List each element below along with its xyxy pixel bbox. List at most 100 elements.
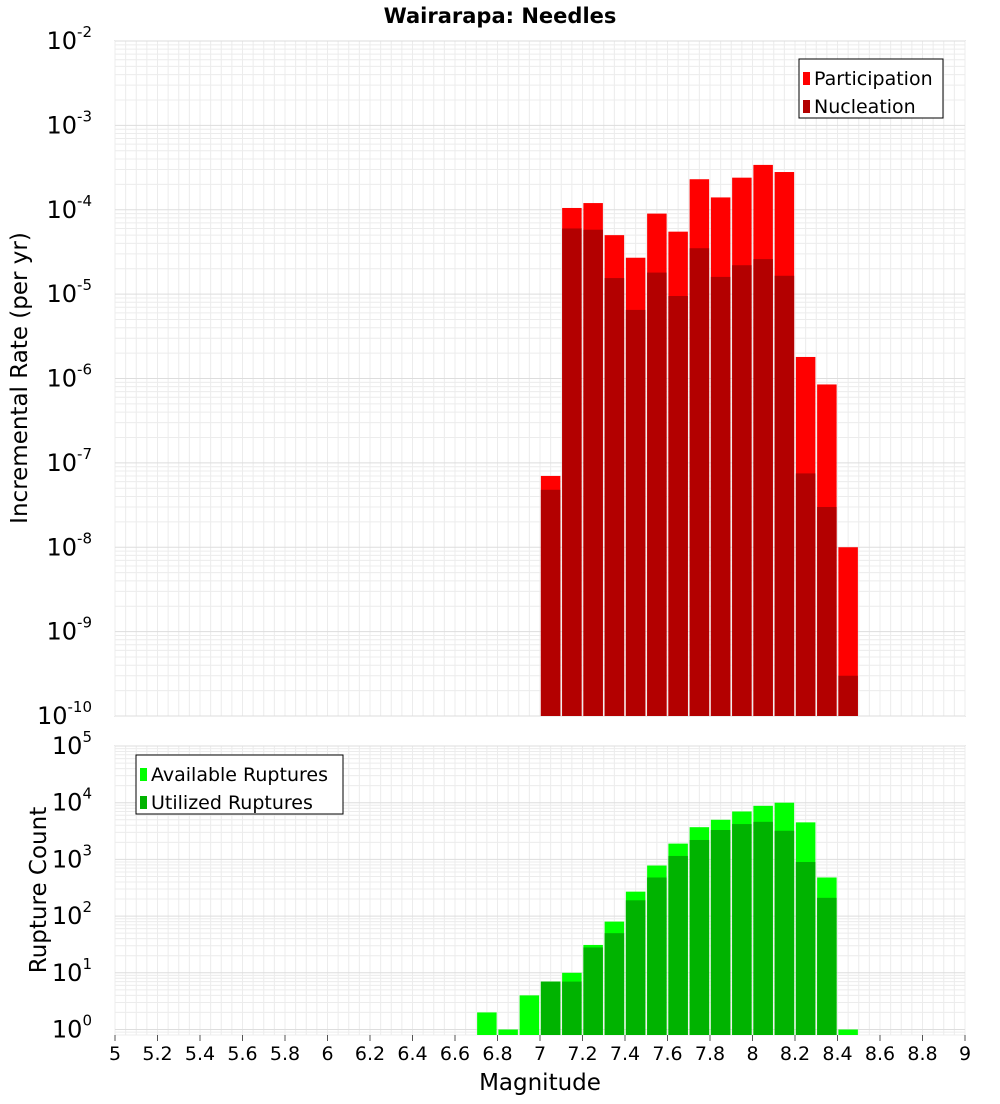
top-y-axis-label: Incremental Rate (per yr) (7, 232, 33, 524)
bottom-legend-box (135, 754, 344, 815)
legend-label: Available Ruptures (151, 764, 328, 786)
legend-swatch (140, 768, 147, 781)
tick-base: 10 (46, 111, 77, 139)
bar-nucleation (668, 296, 688, 716)
tick-base: 10 (52, 732, 83, 760)
x-tick-label: 7.6 (652, 1043, 682, 1065)
tick-exponent: -10 (68, 698, 93, 716)
bar-utilized-ruptures (540, 981, 561, 1035)
bar-utilized-ruptures (604, 933, 625, 1035)
bar-available-ruptures (519, 995, 540, 1035)
bar-nucleation (689, 248, 710, 717)
x-tick-label: 6.6 (440, 1043, 470, 1065)
bottom-y-tick-label: 102 (52, 898, 92, 930)
chart-title: Wairarapa: Needles (384, 4, 617, 28)
top-y-tick-label: 10-3 (46, 107, 92, 139)
tick-exponent: 4 (82, 785, 92, 803)
bottom-y-tick-label: 104 (52, 785, 92, 817)
tick-exponent: 1 (82, 955, 92, 973)
x-tick-label: 8.2 (780, 1043, 810, 1065)
tick-exponent: -6 (77, 361, 92, 379)
bar-utilized-ruptures (732, 824, 752, 1035)
top-y-tick-label: 10-6 (46, 361, 92, 393)
tick-base: 10 (46, 365, 77, 393)
bar-utilized-ruptures (668, 855, 688, 1035)
bar-nucleation (817, 506, 837, 716)
bar-nucleation (795, 473, 816, 716)
x-tick-label: 7.4 (610, 1043, 640, 1065)
legend-swatch (803, 72, 810, 85)
bar-utilized-ruptures (817, 897, 837, 1035)
tick-exponent: -5 (77, 276, 92, 294)
tick-exponent: -2 (77, 23, 92, 41)
legend-label: Utilized Ruptures (151, 792, 313, 814)
x-tick-label: 8 (746, 1043, 758, 1065)
top-y-tick-label: 10-8 (46, 529, 92, 561)
x-tick-label: 7.2 (567, 1043, 597, 1065)
bar-utilized-ruptures (625, 900, 646, 1035)
bottom-legend: Available Ruptures Utilized Ruptures (135, 754, 344, 815)
tick-base: 10 (46, 533, 77, 561)
bottom-y-axis-label: Rupture Count (26, 807, 52, 973)
tick-base: 10 (37, 702, 68, 730)
x-tick-label: 7 (534, 1043, 546, 1065)
x-tick-label: 6.2 (355, 1043, 385, 1065)
bar-available-ruptures (477, 1012, 497, 1035)
bottom-y-tick-label: 100 (52, 1012, 92, 1044)
tick-exponent: -4 (77, 192, 92, 210)
tick-exponent: 5 (82, 728, 92, 746)
x-tick-label: 6 (321, 1043, 333, 1065)
top-legend: Participation Nucleation (798, 58, 944, 119)
bar-utilized-ruptures (689, 839, 710, 1035)
bottom-bars (477, 802, 858, 1035)
bar-nucleation (753, 259, 773, 716)
legend-swatch (140, 796, 147, 809)
x-tick-label: 9 (959, 1043, 971, 1065)
legend-swatch (803, 100, 810, 113)
bottom-y-tick-label: 105 (52, 728, 92, 760)
top-grid (114, 40, 966, 717)
x-axis-ticks: 5 5.2 5.4 5.6 5.8 6 6.2 6.4 6.6 6.8 7 7.2 7.4 7.6 7.8 8… (109, 1035, 971, 1065)
tick-base: 10 (46, 280, 77, 308)
tick-base: 10 (46, 618, 77, 646)
tick-exponent: -9 (77, 614, 92, 632)
tick-exponent: 3 (82, 841, 92, 859)
bar-nucleation (625, 309, 646, 716)
x-tick-label: 8.8 (907, 1043, 937, 1065)
bar-utilized-ruptures (774, 830, 795, 1035)
tick-base: 10 (46, 449, 77, 477)
x-tick-label: 5.8 (270, 1043, 300, 1065)
x-tick-label: 8.4 (822, 1043, 852, 1065)
bar-available-ruptures (838, 1029, 858, 1035)
top-y-tick-label: 10-9 (46, 614, 92, 646)
tick-base: 10 (52, 1016, 83, 1044)
bottom-y-tick-label: 103 (52, 841, 92, 873)
x-axis-label: Magnitude (479, 1070, 601, 1096)
bar-nucleation (710, 276, 731, 716)
tick-exponent: -7 (77, 445, 92, 463)
x-tick-label: 6.4 (397, 1043, 427, 1065)
bar-nucleation (774, 275, 795, 716)
bar-nucleation (604, 278, 625, 716)
x-tick-label: 5.6 (227, 1043, 257, 1065)
bar-utilized-ruptures (795, 861, 816, 1035)
bar-utilized-ruptures (583, 947, 603, 1035)
bar-nucleation (562, 228, 582, 716)
legend-label: Participation (814, 68, 933, 90)
tick-base: 10 (46, 27, 77, 55)
bar-available-ruptures (498, 1029, 518, 1035)
tick-exponent: -8 (77, 529, 92, 547)
bar-nucleation (647, 272, 667, 716)
top-y-tick-label: 10-4 (46, 192, 92, 224)
tick-exponent: 2 (82, 898, 92, 916)
bar-nucleation (732, 265, 752, 716)
bar-nucleation (838, 675, 858, 716)
tick-base: 10 (52, 902, 83, 930)
bar-nucleation (540, 489, 561, 716)
tick-exponent: 0 (82, 1012, 92, 1030)
bar-utilized-ruptures (562, 981, 582, 1035)
